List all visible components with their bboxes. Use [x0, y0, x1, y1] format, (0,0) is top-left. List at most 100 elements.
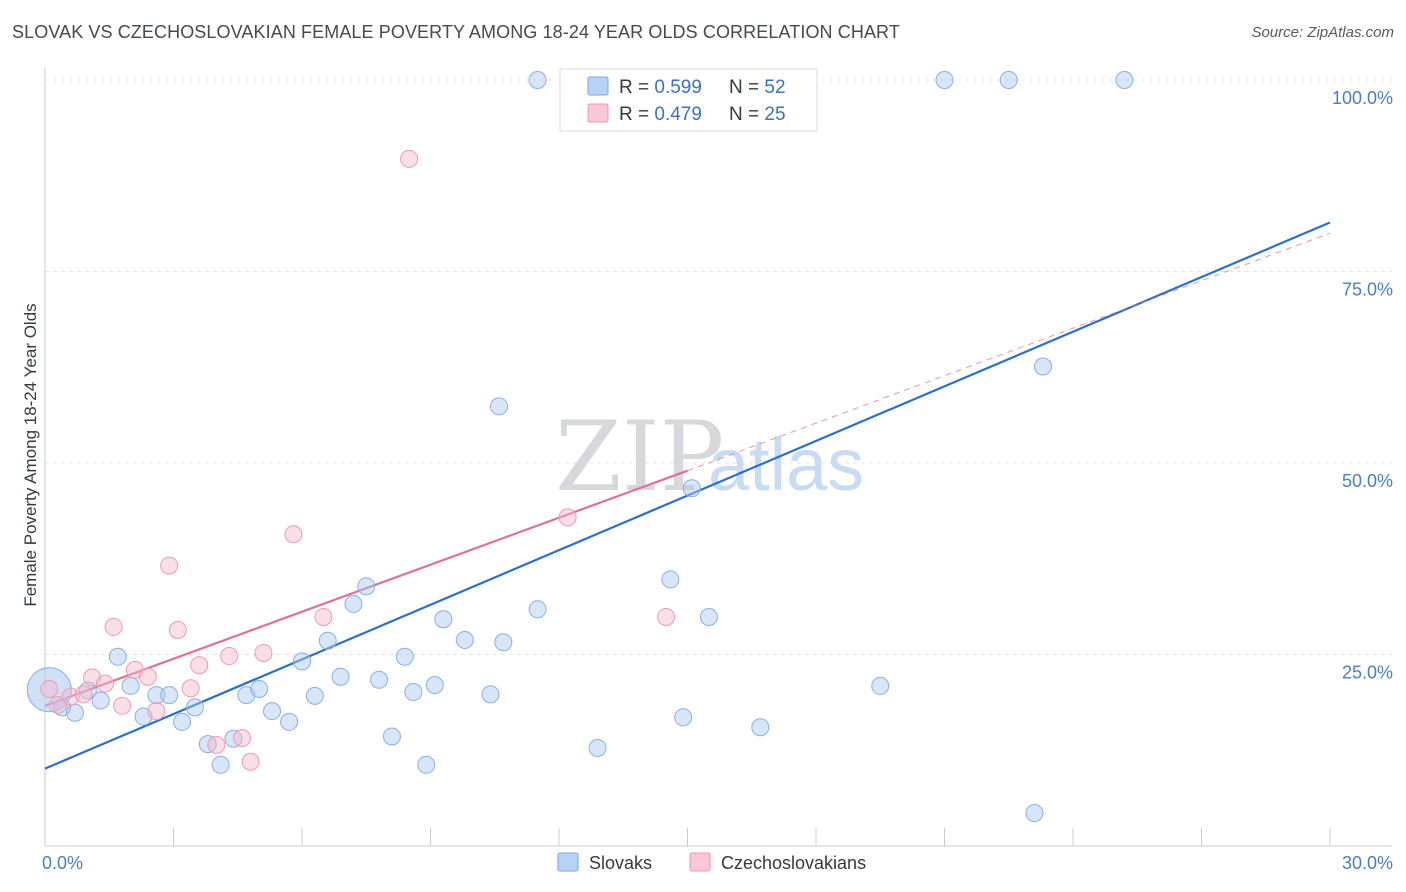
legend-n-label: N = — [729, 77, 764, 98]
point-czechoslovakians — [147, 702, 166, 721]
legend-swatch-slovaks — [587, 76, 609, 96]
point-czechoslovakians — [138, 667, 157, 686]
y-tick-label: 50.0% — [1342, 471, 1393, 491]
y-tick-label: 100.0% — [1332, 88, 1393, 108]
point-slovaks — [250, 679, 269, 698]
point-czechoslovakians — [314, 607, 333, 626]
point-slovaks — [417, 755, 436, 774]
point-slovaks — [357, 577, 376, 596]
legend-n-label: N = — [729, 104, 764, 125]
trend-line-czechoslovakians — [44, 469, 688, 707]
point-slovaks — [935, 71, 954, 89]
legend-r-label: R = — [619, 77, 654, 98]
point-czechoslovakians — [254, 643, 273, 662]
y-tick-labels: 25.0% 50.0% 75.0% 100.0% — [1332, 88, 1393, 683]
legend-row-2-n: N = 25 — [729, 104, 786, 125]
point-slovaks — [674, 708, 693, 727]
bottom-legend-label-czechoslovakians: Czechoslovakians — [721, 853, 866, 873]
point-slovaks — [173, 712, 192, 731]
legend-r-value: 0.479 — [654, 104, 702, 125]
point-slovaks — [1115, 71, 1134, 89]
watermark: ZIP atlas — [555, 401, 864, 513]
point-slovaks — [395, 647, 414, 666]
point-slovaks — [370, 670, 389, 689]
point-czechoslovakians — [113, 696, 132, 715]
axes — [44, 68, 1392, 847]
point-slovaks — [344, 594, 363, 613]
legend-n-value: 25 — [764, 104, 785, 125]
point-slovaks — [305, 686, 324, 705]
grid — [45, 79, 1392, 655]
point-slovaks — [699, 607, 718, 626]
point-slovaks — [26, 667, 72, 713]
point-slovaks — [263, 702, 282, 721]
x-tick-label: 30.0% — [1342, 853, 1393, 873]
legend-n-value: 52 — [764, 77, 785, 98]
point-slovaks — [682, 479, 701, 498]
point-czechoslovakians — [95, 674, 114, 693]
point-slovaks — [999, 71, 1018, 89]
point-slovaks — [160, 686, 179, 705]
point-slovaks — [588, 738, 607, 757]
point-czechoslovakians — [74, 685, 93, 704]
point-slovaks — [494, 633, 513, 652]
point-czechoslovakians — [48, 696, 67, 715]
y-axis-label: Female Poverty Among 18-24 Year Olds — [21, 303, 40, 606]
trend-extension-czechoslovakians — [687, 232, 1331, 472]
legend-swatch-czechoslovakians — [587, 103, 609, 123]
watermark-zip: ZIP — [555, 401, 724, 513]
point-slovaks — [481, 685, 500, 704]
point-slovaks — [293, 652, 311, 671]
point-czechoslovakians — [104, 617, 123, 636]
point-czechoslovakians — [284, 525, 303, 544]
x-tick-labels: 0.0% 30.0% — [42, 853, 1393, 873]
point-slovaks — [108, 647, 127, 666]
bottom-legend-label-slovaks: Slovaks — [589, 853, 652, 873]
point-slovaks — [147, 686, 166, 705]
legend-r-label: R = — [619, 104, 654, 125]
point-slovaks — [1025, 804, 1044, 823]
bottom-legend-swatch-czechoslovakians — [689, 852, 711, 872]
point-slovaks — [490, 397, 509, 416]
y-tick-label: 25.0% — [1342, 663, 1393, 683]
point-czechoslovakians — [657, 607, 676, 626]
legend-row-2: R = 0.479 — [619, 104, 702, 125]
legend: R = 0.599 N = 52 R = 0.479 N = 25 — [559, 68, 818, 132]
point-slovaks — [280, 712, 299, 731]
point-slovaks — [455, 630, 474, 649]
point-slovaks — [404, 683, 423, 702]
bottom-legend-swatch-slovaks — [557, 852, 579, 872]
point-czechoslovakians — [207, 735, 226, 754]
data-points — [26, 71, 1134, 823]
point-slovaks — [65, 703, 84, 722]
point-slovaks — [91, 691, 110, 710]
point-slovaks — [121, 676, 140, 695]
point-slovaks — [211, 755, 230, 774]
source-credit: Source: ZipAtlas.com — [1251, 24, 1394, 41]
point-czechoslovakians — [190, 656, 209, 675]
point-czechoslovakians — [241, 752, 260, 771]
x-tick-label: 0.0% — [42, 853, 83, 873]
point-slovaks — [871, 676, 890, 695]
point-czechoslovakians — [181, 679, 200, 698]
legend-r-value: 0.599 — [654, 77, 702, 98]
point-slovaks — [318, 631, 337, 650]
chart-title: SLOVAK VS CZECHOSLOVAKIAN FEMALE POVERTY… — [12, 22, 900, 42]
point-slovaks — [661, 570, 680, 589]
point-slovaks — [751, 718, 770, 737]
point-slovaks — [185, 698, 204, 717]
point-czechoslovakians — [400, 149, 419, 168]
watermark-atlas: atlas — [708, 423, 864, 506]
point-slovaks — [434, 610, 453, 629]
point-slovaks — [1034, 357, 1053, 376]
legend-row-1: R = 0.599 — [619, 77, 702, 98]
point-slovaks — [425, 676, 444, 695]
y-tick-label: 75.0% — [1342, 280, 1393, 300]
point-slovaks — [528, 71, 547, 89]
point-czechoslovakians — [168, 620, 187, 639]
point-czechoslovakians — [558, 508, 577, 527]
point-czechoslovakians — [160, 556, 179, 575]
point-slovaks — [382, 727, 401, 746]
point-slovaks — [331, 667, 350, 686]
